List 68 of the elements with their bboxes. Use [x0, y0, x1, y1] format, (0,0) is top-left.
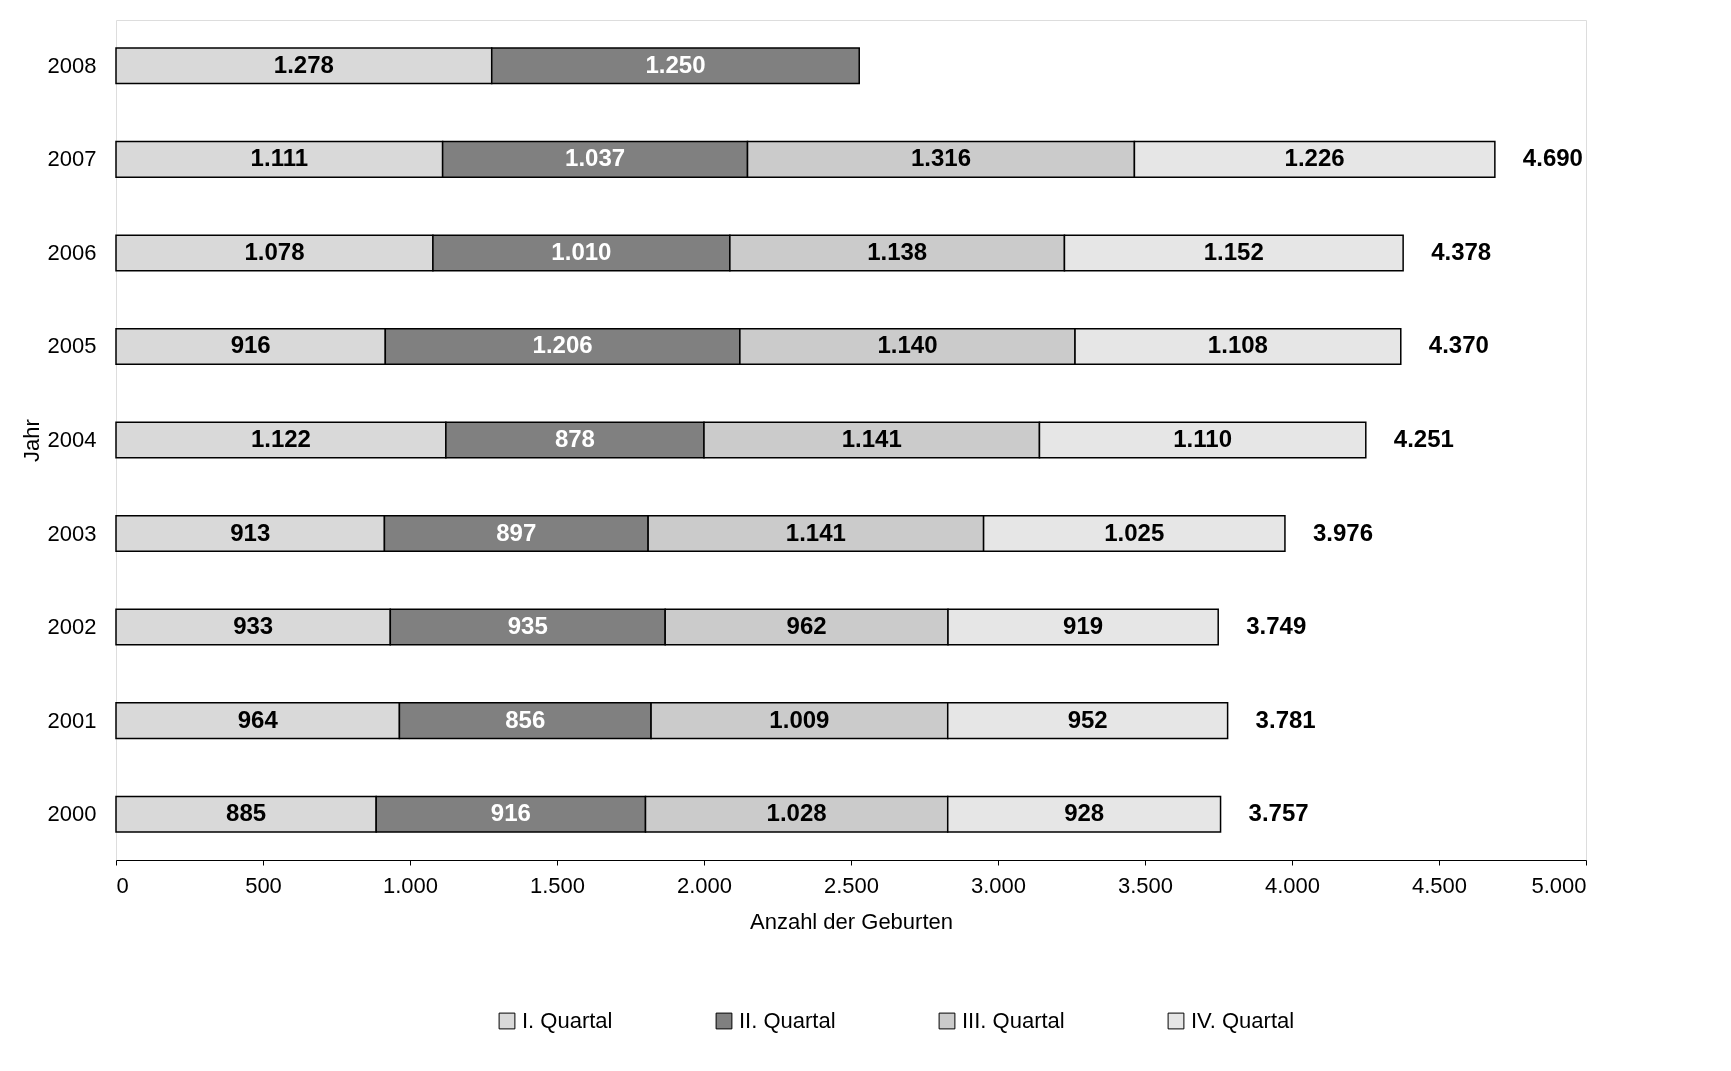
x-tick-label: 1.500 [529, 872, 586, 898]
data-label: 1.206 [532, 331, 593, 359]
data-label: 964 [237, 705, 279, 733]
total-label: 3.781 [1255, 705, 1316, 733]
total-label: 4.378 [1431, 237, 1492, 265]
data-label: 928 [1064, 799, 1105, 827]
x-tick-label: 500 [245, 872, 282, 898]
total-label: 3.757 [1248, 799, 1309, 827]
legend-label: II. Quartal [739, 1008, 836, 1033]
legend-label: I. Quartal [522, 1008, 613, 1033]
y-tick-label: 2008 [47, 52, 97, 78]
data-label: 856 [505, 705, 546, 733]
x-tick-label: 4.500 [1411, 872, 1468, 898]
data-label: 1.250 [645, 50, 706, 78]
y-tick-label: 2004 [47, 427, 97, 452]
legend-label: IV. Quartal [1191, 1008, 1295, 1033]
total-label: 3.976 [1312, 518, 1374, 546]
y-tick-label: 2005 [47, 333, 97, 359]
data-label: 1.037 [565, 144, 626, 172]
data-label: 878 [554, 425, 595, 452]
x-tick-label: 1.000 [382, 872, 439, 898]
data-label: 1.140 [877, 331, 938, 359]
data-label: 1.108 [1207, 331, 1268, 359]
data-label: 1.111 [250, 144, 309, 172]
data-label: 1.078 [244, 237, 305, 265]
data-label: 1.316 [910, 144, 971, 172]
y-tick-label: 2002 [47, 614, 97, 640]
total-label: 4.690 [1522, 144, 1583, 172]
data-label: 1.025 [1104, 518, 1165, 546]
x-axis-title: Anzahl der Geburten [749, 908, 954, 934]
data-label: 1.226 [1284, 144, 1345, 172]
data-label: 916 [490, 799, 531, 827]
data-label: 1.028 [766, 799, 827, 827]
data-label: 935 [507, 612, 548, 640]
y-tick-label: 2000 [47, 801, 97, 827]
data-label: 1.010 [551, 237, 612, 265]
total-label: 4.370 [1428, 331, 1489, 359]
y-axis-title: Jahr [18, 419, 44, 462]
total-label: 4.251 [1393, 425, 1454, 452]
y-tick-label: 2007 [47, 146, 97, 172]
data-label: 952 [1067, 705, 1108, 733]
x-tick-label: 0 [116, 872, 129, 898]
x-tick-label: 3.500 [1117, 872, 1174, 898]
total-label: 3.749 [1246, 612, 1307, 640]
data-label: 1.110 [1173, 425, 1232, 452]
x-tick-label: 3.000 [970, 872, 1027, 898]
data-label: 1.009 [769, 705, 830, 733]
data-label: 913 [230, 518, 271, 546]
data-label: 1.138 [867, 237, 928, 265]
x-tick-label: 2.500 [823, 872, 880, 898]
x-tick-label: 5.000 [1531, 872, 1587, 898]
data-label: 1.141 [785, 518, 846, 546]
data-label: 933 [233, 612, 274, 640]
data-label: 897 [496, 518, 537, 546]
data-label: 1.278 [273, 50, 334, 78]
x-tick-label: 4.000 [1264, 872, 1321, 898]
data-label: 1.141 [841, 425, 902, 452]
data-label: 916 [230, 331, 271, 359]
y-tick-label: 2003 [47, 520, 97, 546]
y-tick-label: 2001 [47, 707, 97, 733]
data-label: 919 [1063, 612, 1104, 640]
data-label: 1.122 [250, 425, 311, 452]
y-tick-label: 2006 [47, 239, 97, 265]
data-label: 885 [226, 799, 267, 827]
data-label: 1.152 [1203, 237, 1264, 265]
x-tick-label: 2.000 [676, 872, 733, 898]
legend-label: III. Quartal [962, 1008, 1065, 1033]
data-label: 962 [786, 612, 827, 640]
